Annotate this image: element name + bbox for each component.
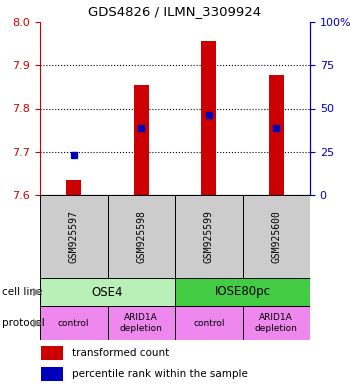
Text: GSM925600: GSM925600 xyxy=(271,210,281,263)
Text: ▶: ▶ xyxy=(33,287,41,297)
Text: control: control xyxy=(58,318,90,328)
Text: GSM925597: GSM925597 xyxy=(69,210,79,263)
Bar xyxy=(107,195,175,278)
Text: ARID1A
depletion: ARID1A depletion xyxy=(120,313,163,333)
Bar xyxy=(201,41,216,195)
Text: OSE4: OSE4 xyxy=(92,285,123,298)
Bar xyxy=(134,85,149,195)
Bar xyxy=(175,278,310,306)
Text: control: control xyxy=(193,318,224,328)
Bar xyxy=(175,306,243,340)
Bar xyxy=(41,367,63,381)
Text: transformed count: transformed count xyxy=(72,348,169,358)
Bar xyxy=(269,75,284,195)
Title: GDS4826 / ILMN_3309924: GDS4826 / ILMN_3309924 xyxy=(89,5,261,18)
Text: ARID1A
depletion: ARID1A depletion xyxy=(255,313,298,333)
Text: percentile rank within the sample: percentile rank within the sample xyxy=(72,369,248,379)
Bar xyxy=(243,306,310,340)
Text: GSM925599: GSM925599 xyxy=(204,210,214,263)
Bar xyxy=(40,278,175,306)
Bar xyxy=(175,195,243,278)
Bar xyxy=(40,195,107,278)
Text: protocol: protocol xyxy=(2,318,44,328)
Text: IOSE80pc: IOSE80pc xyxy=(215,285,271,298)
Text: ▶: ▶ xyxy=(33,318,41,328)
Text: cell line: cell line xyxy=(2,287,42,297)
Bar xyxy=(40,306,107,340)
Bar xyxy=(107,306,175,340)
Bar xyxy=(243,195,310,278)
Text: GSM925598: GSM925598 xyxy=(136,210,146,263)
Bar xyxy=(41,346,63,360)
Bar xyxy=(66,180,81,195)
